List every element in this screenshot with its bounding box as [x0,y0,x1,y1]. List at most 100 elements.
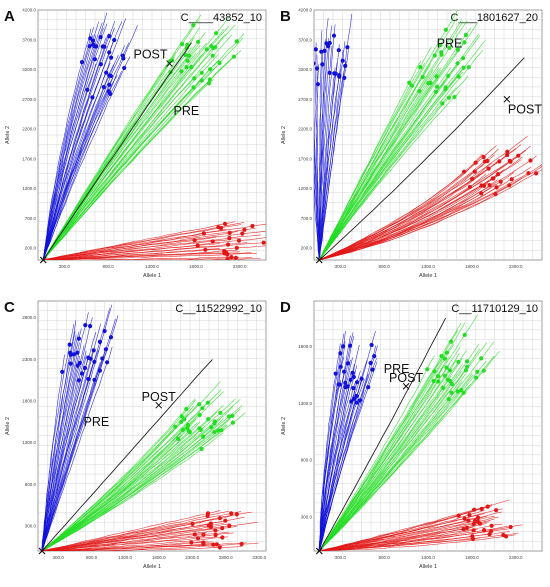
allele2-point [108,73,113,79]
heterozygous-point [187,53,192,59]
heterozygous-point [199,446,204,452]
allele2-trace [42,27,115,260]
allele2-point [355,380,360,385]
assay-title: C____43852_10 [181,12,262,24]
heterozygous-point [418,65,423,70]
allele1-point [229,255,234,260]
allele2-trace [41,304,113,551]
series-allele1 [41,510,259,551]
allele1-trace [319,161,498,260]
allele2-point [351,374,356,380]
x-tick-label: 1300.0 [145,264,159,269]
allele2-point [333,71,338,76]
allele1-point [470,176,475,181]
allele2-trace [318,370,352,551]
heterozygous-point [185,58,190,63]
y-tick-label: 3200.0 [22,67,36,72]
panel-letter: D [280,299,291,316]
allele2-point [88,324,93,329]
y-tick-label: 2300.0 [22,357,36,362]
allele2-trace [41,308,110,551]
heterozygous-point [214,31,219,36]
allele2-point [107,34,112,39]
allele1-point [491,176,496,181]
series-allele1 [318,135,542,260]
allele1-point [503,534,509,539]
allele1-trace [319,531,511,551]
allele2-trace [318,381,356,551]
allele2-point [108,91,113,96]
y-tick-label: 800.0 [25,482,37,487]
allele2-trace [41,315,119,551]
allele1-point [487,532,492,537]
y-tick-label: 4200.0 [298,8,312,13]
allele1-point [192,238,197,243]
pre-label: PRE [84,415,110,429]
allele2-point [315,82,320,87]
heterozygous-trace [41,424,227,551]
heterozygous-trace [318,351,500,551]
heterozygous-trace [41,381,221,551]
allele2-trace [318,361,378,551]
x-tick-label: 1800.0 [152,555,166,560]
allele2-point [370,367,375,372]
heterozygous-trace [43,46,193,260]
allele2-trace [318,379,365,551]
heterozygous-trace [319,342,487,551]
heterozygous-trace [318,344,455,551]
post-cross-marker [166,60,173,67]
allele2-point [91,348,96,353]
x-tick-label: 300.0 [335,264,347,269]
heterozygous-point [231,54,236,59]
heterozygous-point [199,70,204,75]
heterozygous-point [434,84,440,89]
allele2-point [122,65,127,71]
post-cross-marker [503,95,511,103]
allele2-trace [319,45,333,260]
allele1-point [218,226,224,231]
allele1-point [213,528,218,533]
allele2-trace [42,23,108,260]
assay-title: C__11522992_10 [175,303,262,315]
allele1-point [210,239,215,244]
allele1-point [205,513,210,518]
allele2-point [366,385,371,390]
allele1-trace [319,162,492,260]
x-tick-label: 1300.0 [118,555,132,560]
allele2-trace [314,87,320,260]
allele2-trace [318,13,352,260]
allele1-point [472,169,477,174]
heterozygous-trace [42,34,233,260]
allele2-trace [41,355,87,551]
panel-d: 300.0 800.0 1300.0 1800.0 2300.0 300.0 800.0 13… [280,299,543,570]
x-tick-label: 2300.0 [233,264,247,269]
allele2-trace [319,49,349,260]
allele2-trace [42,33,109,260]
x-tick-label: 800.0 [103,264,115,269]
y-tick-label: 700.0 [25,216,37,221]
post-label: POST [508,102,542,116]
x-tick-label: 2300.0 [185,555,199,560]
allele2-point [68,361,73,366]
heterozygous-point [459,387,464,393]
post-label: POST [142,390,176,404]
allele2-point [369,342,374,348]
allele1-trace [43,541,213,551]
allele1-point [509,177,514,182]
allele2-trace [42,21,99,260]
allele2-point [112,37,117,43]
heterozygous-point [479,356,484,361]
allele1-trace [319,521,490,551]
allele2-point [306,26,310,30]
series-allele2 [306,13,352,260]
allele2-trace [42,21,123,260]
heterozygous-point [207,77,212,82]
post-cross-marker [155,401,163,409]
panel-letter: C [4,299,15,316]
heterozygous-point [176,436,181,441]
ntc-trace [318,317,446,551]
pre-label: PRE [174,104,200,118]
allele2-point [314,80,315,82]
assay-title: C___1801627_20 [451,12,538,24]
